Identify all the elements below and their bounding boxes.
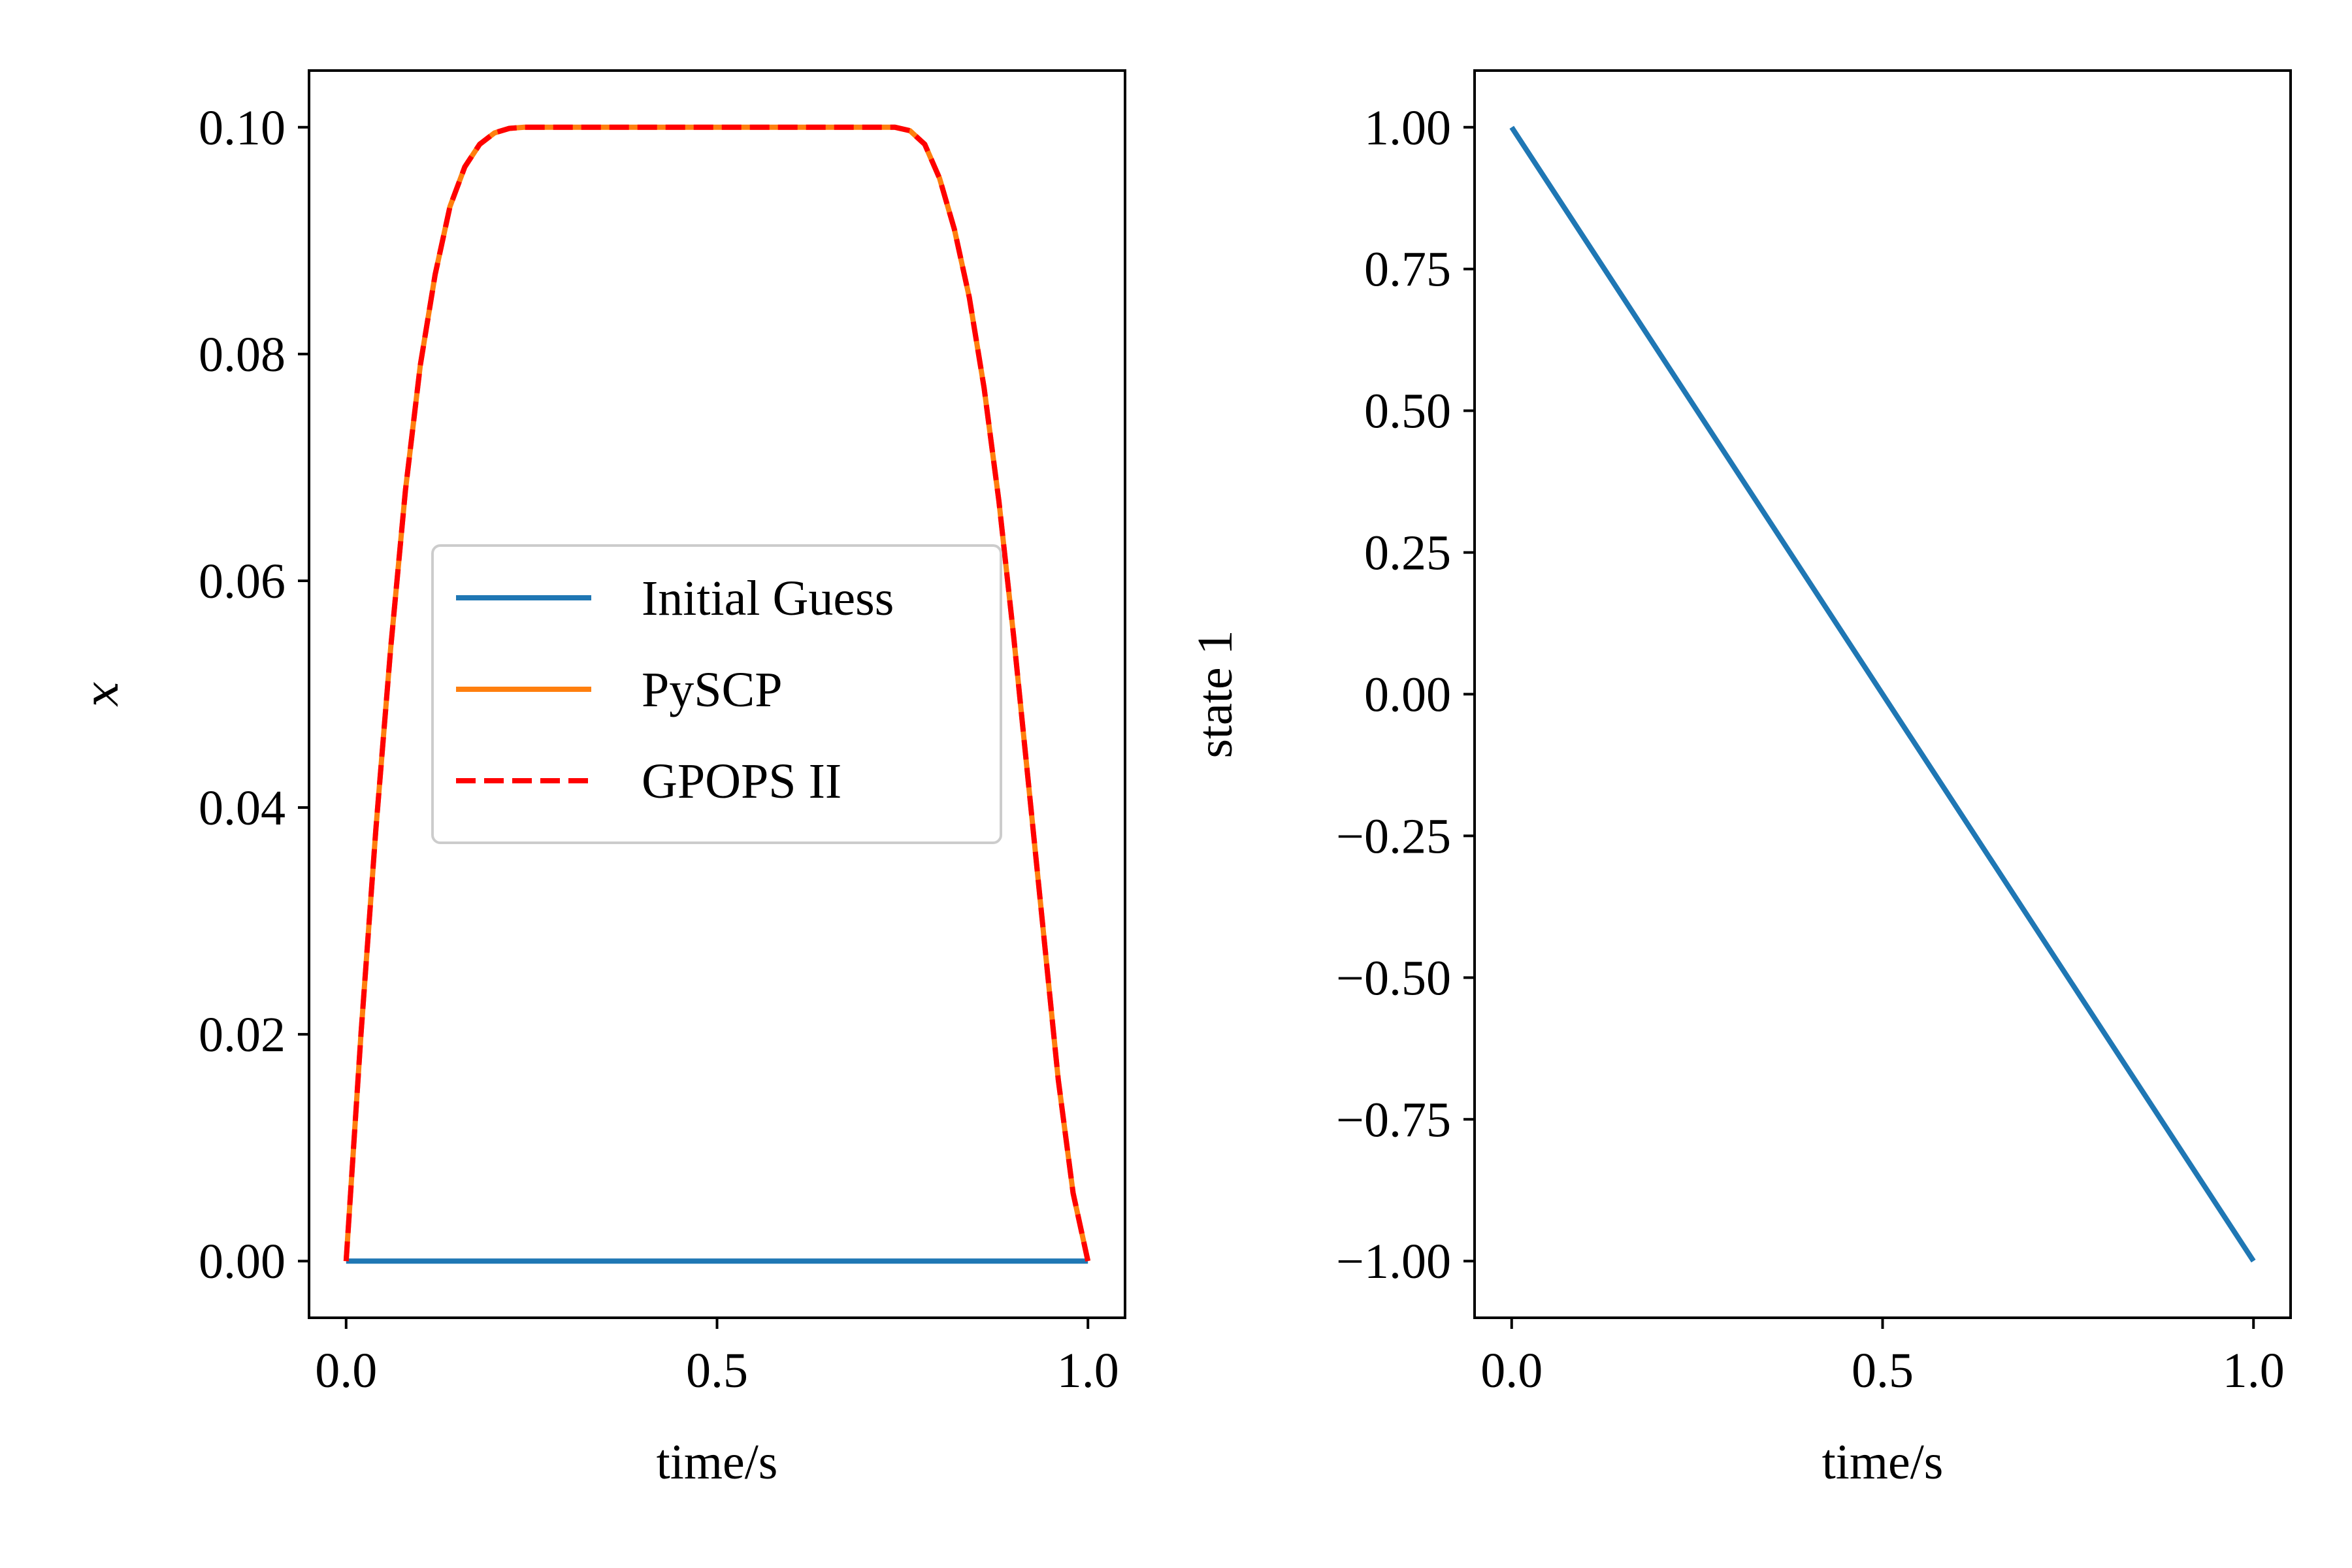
- legend-box: [431, 544, 1002, 844]
- y-tick-label: 0.25: [1364, 526, 1451, 581]
- x-tick-label: 1.0: [1057, 1343, 1119, 1398]
- x-tick-label: 1.0: [2223, 1343, 2285, 1398]
- legend-label: PySCP: [642, 662, 783, 717]
- y-tick-label: 0.00: [1364, 668, 1451, 723]
- y-tick-label: −0.25: [1336, 809, 1451, 864]
- y-tick-label: 0.08: [199, 327, 286, 382]
- series-group: [1509, 125, 2256, 1263]
- y-tick-label: −0.75: [1336, 1092, 1451, 1147]
- y-tick-label: 0.04: [199, 781, 286, 836]
- x-tick-label: 0.0: [1480, 1343, 1543, 1398]
- legend-label: Initial Guess: [642, 571, 894, 626]
- y-axis-label: state 1: [1188, 630, 1243, 758]
- legend: Initial Guess PySCP GPOPS II: [431, 544, 1002, 844]
- x-axis-label: time/s: [657, 1435, 778, 1490]
- y-tick-label: 0.50: [1364, 384, 1451, 439]
- x-axis-label: time/s: [1822, 1435, 1944, 1490]
- x-tick-label: 0.0: [315, 1343, 377, 1398]
- y-tick-label: −1.00: [1336, 1234, 1451, 1289]
- y-tick-label: 0.00: [199, 1234, 286, 1289]
- series-line-1: [1509, 125, 2256, 1263]
- x-tick-label: 0.5: [686, 1343, 748, 1398]
- left-plot: 0.0 0.5 1.0 0.00 0.02 0.04 0.06 0.08 0.10 time/s x…: [75, 69, 1126, 1490]
- series-group: [343, 124, 1091, 1264]
- y-tick-label: 0.02: [199, 1007, 286, 1062]
- series-line-gpops-ii: [343, 124, 1091, 1262]
- y-tick-label: 0.75: [1364, 242, 1451, 297]
- y-tick-label: 0.06: [199, 554, 286, 609]
- legend-label: GPOPS II: [642, 754, 841, 809]
- y-tick-label: 0.10: [199, 101, 286, 155]
- y-tick-label: −0.50: [1336, 951, 1451, 1005]
- right-plot: 0.0 0.5 1.0 −1.00 −0.75 −0.50 −0.25 0.00 0.25 0.5…: [1188, 69, 2292, 1490]
- y-axis-label: x: [75, 681, 129, 707]
- y-tick-label: 1.00: [1364, 101, 1451, 155]
- x-tick-label: 0.5: [1852, 1343, 1914, 1398]
